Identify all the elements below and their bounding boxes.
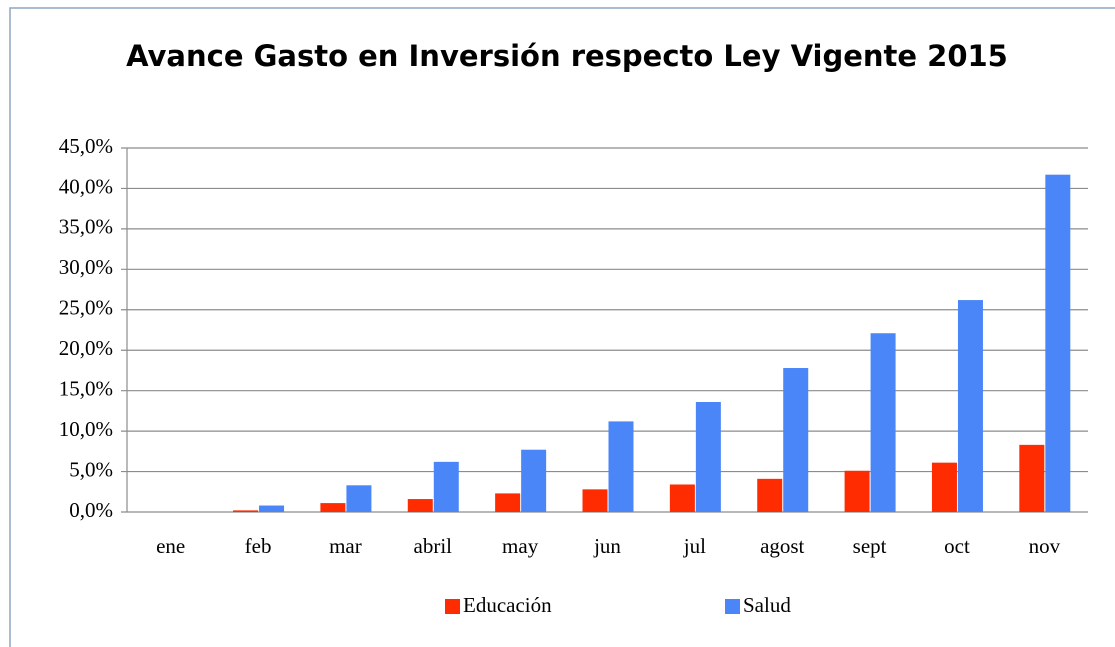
bar (582, 489, 608, 512)
bar (346, 485, 372, 512)
bar (320, 503, 346, 512)
y-tick-label: 0,0% (69, 498, 113, 522)
legend-swatch (725, 599, 740, 614)
y-tick-label: 40,0% (59, 174, 113, 198)
y-tick-label: 15,0% (59, 376, 113, 400)
y-tick-label: 20,0% (59, 336, 113, 360)
chart-frame (9, 7, 1115, 647)
bar (433, 461, 459, 512)
bar (783, 368, 809, 512)
bar (931, 462, 957, 512)
legend-swatch (445, 599, 460, 614)
bar (608, 421, 634, 512)
x-tick-label: jun (593, 534, 621, 558)
y-tick-label: 5,0% (69, 457, 113, 481)
bar (757, 478, 783, 512)
bar (259, 505, 285, 512)
bar (870, 333, 896, 512)
x-tick-label: ene (156, 534, 185, 558)
x-tick-label: abril (414, 534, 453, 558)
x-tick-label: mar (329, 534, 362, 558)
bar (695, 401, 721, 512)
y-tick-label: 10,0% (59, 417, 113, 441)
legend-label: Educación (463, 593, 552, 617)
bar (1019, 444, 1045, 512)
x-tick-label: nov (1029, 534, 1061, 558)
y-tick-label: 25,0% (59, 296, 113, 320)
chart-title: Avance Gasto en Inversión respecto Ley V… (126, 39, 1008, 73)
y-tick-label: 35,0% (59, 215, 113, 239)
bar (521, 449, 547, 512)
bar (495, 493, 521, 512)
x-tick-label: may (502, 534, 539, 558)
x-tick-label: feb (245, 534, 272, 558)
y-tick-label: 45,0% (59, 134, 113, 158)
y-tick-label: 30,0% (59, 255, 113, 279)
x-tick-label: agost (760, 534, 804, 558)
bar (957, 300, 983, 512)
bar (669, 484, 695, 512)
x-tick-label: jul (683, 534, 706, 558)
x-tick-label: sept (853, 534, 887, 558)
bar (407, 499, 433, 512)
legend-label: Salud (743, 593, 791, 617)
bar (844, 470, 870, 512)
x-tick-label: oct (944, 534, 970, 558)
bar (233, 510, 259, 512)
bar (1045, 174, 1071, 512)
